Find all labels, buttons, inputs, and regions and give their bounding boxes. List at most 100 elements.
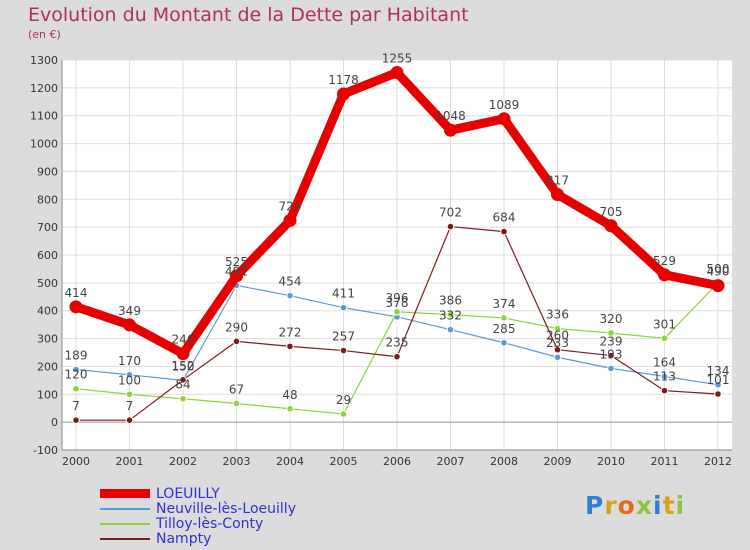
data-label: 285	[493, 322, 516, 336]
legend-swatch	[100, 537, 150, 540]
data-label: 332	[439, 309, 462, 323]
data-labels: 414 349 246 525 724 1178 1255 1048 1089 817 705 529…	[65, 52, 730, 414]
data-point	[125, 390, 134, 399]
legend-swatch	[100, 489, 150, 498]
data-label: 164	[653, 355, 676, 369]
data-point	[286, 404, 294, 413]
legend-label: LOEUILLY	[156, 485, 220, 502]
data-label: 193	[600, 347, 623, 361]
data-label: 817	[546, 174, 569, 188]
chart-subtitle: (en €)	[28, 28, 61, 41]
data-label: 1048	[435, 109, 466, 123]
logo-letter: t	[662, 491, 676, 520]
legend-item: LOEUILLY	[100, 485, 220, 502]
data-label: 150	[172, 359, 195, 373]
x-tick-label: 2012	[704, 455, 732, 468]
data-point	[339, 303, 348, 312]
x-tick-label: 2010	[597, 455, 625, 468]
logo-letter: x	[635, 491, 653, 520]
data-label: 7	[126, 399, 134, 413]
y-tick-label: 900	[37, 165, 58, 178]
data-point	[72, 365, 80, 374]
data-point	[660, 386, 669, 395]
data-label: 414	[65, 286, 88, 300]
data-point	[607, 329, 615, 337]
data-label: 378	[386, 296, 409, 310]
data-point	[500, 227, 508, 236]
data-label: 1178	[328, 73, 359, 87]
data-label: 684	[493, 211, 516, 225]
series-group	[69, 66, 725, 424]
data-label: 235	[386, 336, 409, 350]
y-tick-label: 700	[37, 221, 58, 234]
data-label: 170	[118, 354, 141, 368]
x-tick-label: 2007	[437, 455, 465, 468]
data-point	[714, 381, 722, 389]
logo-letter: r	[604, 491, 618, 520]
data-label: 290	[225, 320, 248, 334]
data-label: 525	[225, 255, 248, 269]
legend-label: Neuville-lès-Loeuilly	[156, 500, 296, 517]
data-label: 491	[225, 264, 248, 278]
y-tick-label: 0	[51, 416, 58, 429]
data-label: 257	[332, 330, 355, 344]
data-point	[497, 112, 511, 126]
data-point	[72, 416, 80, 424]
x-tick-label: 2003	[223, 455, 251, 468]
y-tick-label: -100	[33, 444, 58, 457]
data-point	[551, 188, 564, 202]
y-tick-label: 1000	[30, 138, 58, 151]
data-point	[179, 376, 187, 384]
data-point	[604, 219, 618, 233]
data-label: 100	[118, 373, 141, 387]
data-point	[553, 353, 562, 362]
legend-item: Nampty	[100, 530, 212, 547]
legend-label: Nampty	[156, 530, 212, 547]
data-label: 84	[175, 378, 190, 392]
legend-item: Tilloy-lès-Conty	[100, 516, 263, 532]
y-tick-label: 1100	[30, 110, 58, 123]
logo-letter: i	[653, 491, 663, 520]
data-point	[286, 291, 294, 300]
data-label: 500	[707, 262, 730, 276]
logo-letter: i	[675, 491, 686, 520]
y-tick-label: 200	[37, 360, 58, 373]
axes	[61, 60, 732, 451]
y-tick-label: 1200	[30, 82, 58, 95]
data-point	[658, 268, 671, 282]
data-label: 490	[707, 265, 730, 279]
y-tick-label: 800	[37, 193, 58, 206]
data-point	[607, 351, 615, 360]
data-point	[607, 364, 615, 373]
data-label: 272	[279, 325, 302, 339]
x-tick-label: 2011	[651, 455, 679, 468]
data-label: 113	[653, 370, 676, 384]
data-point	[500, 314, 508, 322]
x-tick-label: 2000	[62, 455, 90, 468]
data-point	[444, 123, 457, 137]
data-label: 1255	[382, 52, 413, 66]
chart-title: Evolution du Montant de la Dette par Hab…	[28, 4, 469, 26]
data-label: 396	[386, 291, 409, 305]
data-label: 120	[65, 368, 88, 382]
y-tick-label: 400	[37, 305, 58, 318]
legend-swatch	[100, 522, 150, 525]
data-point	[660, 372, 669, 381]
data-label: 101	[707, 373, 730, 387]
data-point	[230, 269, 243, 283]
data-point	[176, 347, 190, 361]
data-label: 301	[653, 317, 676, 331]
data-label: 336	[546, 308, 569, 322]
y-tick-label: 300	[37, 333, 58, 346]
tick-labels: -100 0 100 200 300 400 500 600 700 800 900 1000 1100…	[30, 54, 732, 468]
y-tick-label: 1300	[30, 54, 58, 67]
data-point	[660, 334, 669, 343]
data-point	[390, 66, 404, 80]
x-tick-label: 2008	[490, 455, 518, 468]
data-point	[72, 384, 80, 393]
data-point	[553, 324, 562, 333]
logo-letter: P	[585, 491, 605, 520]
data-label: 152	[172, 359, 195, 373]
data-point	[232, 399, 241, 408]
data-point	[123, 318, 136, 332]
